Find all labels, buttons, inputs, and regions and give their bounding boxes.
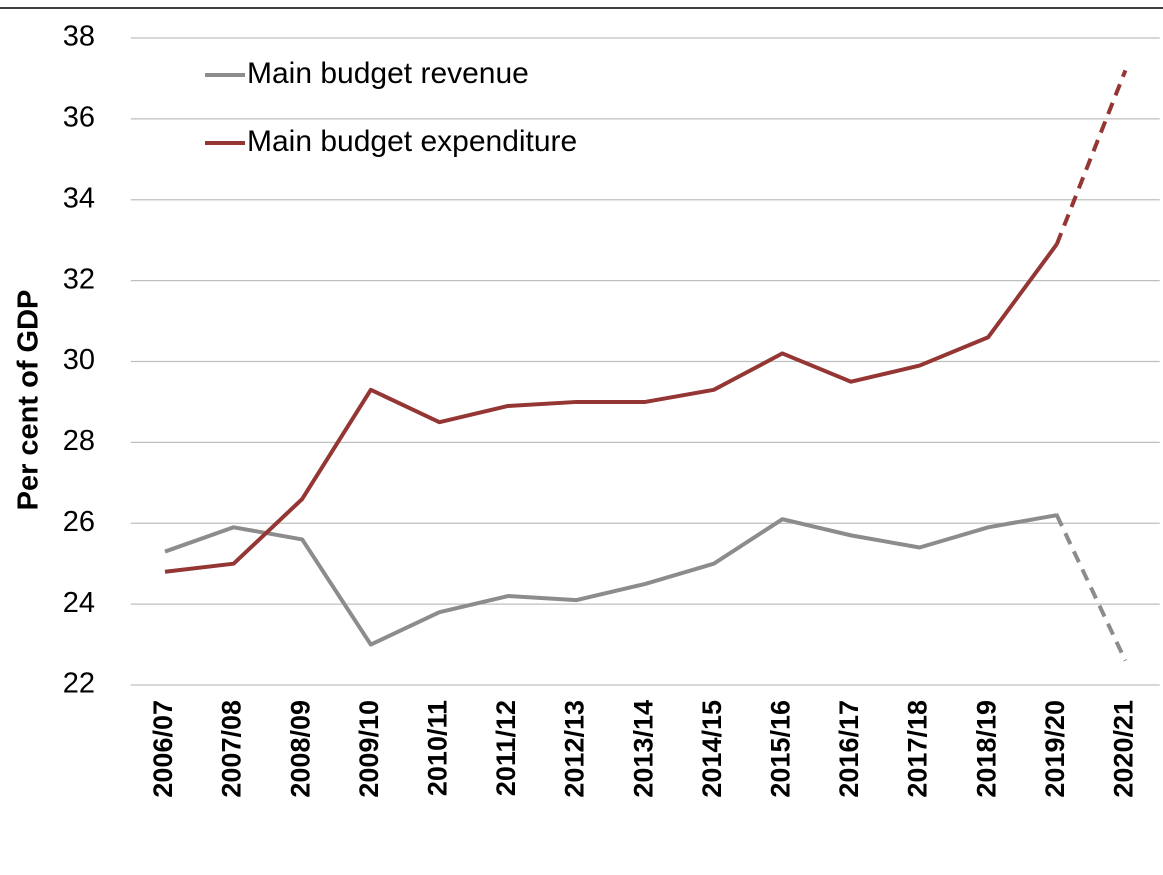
y-tick-label: 38 (63, 21, 95, 53)
x-tick-label: 2020/21 (1109, 700, 1139, 798)
y-tick-label: 36 (63, 102, 95, 134)
series-line (164, 69, 1128, 574)
x-tick-label: 2012/13 (560, 700, 590, 798)
legend-label: Main budget revenue (247, 57, 529, 90)
x-tick-label: 2013/14 (628, 700, 658, 798)
x-tick-label: 2011/12 (491, 700, 521, 796)
x-tick-label: 2010/11 (423, 700, 453, 796)
y-tick-label: 34 (63, 182, 95, 214)
y-tick-label: 26 (63, 506, 95, 538)
legend-label: Main budget expenditure (247, 125, 577, 158)
series-line (164, 513, 1128, 662)
x-tick-label: 2014/15 (697, 700, 727, 798)
x-tick-label: 2017/18 (903, 700, 933, 798)
y-tick-label: 24 (63, 587, 95, 619)
x-tick-label: 2018/19 (971, 700, 1001, 798)
x-tick-label: 2009/10 (354, 700, 384, 798)
y-tick-label: 30 (63, 344, 95, 376)
x-tick-label: 2008/09 (285, 700, 315, 798)
x-tick-label: 2016/17 (834, 700, 864, 798)
y-tick-label: 22 (63, 668, 95, 700)
y-axis-title: Per cent of GDP (13, 290, 45, 511)
x-tick-label: 2007/08 (217, 700, 247, 798)
x-tick-label: 2019/20 (1040, 700, 1070, 798)
y-tick-label: 32 (63, 263, 95, 295)
x-tick-label: 2006/07 (148, 700, 178, 798)
x-tick-label: 2015/16 (766, 700, 796, 798)
y-tick-label: 28 (63, 425, 95, 457)
